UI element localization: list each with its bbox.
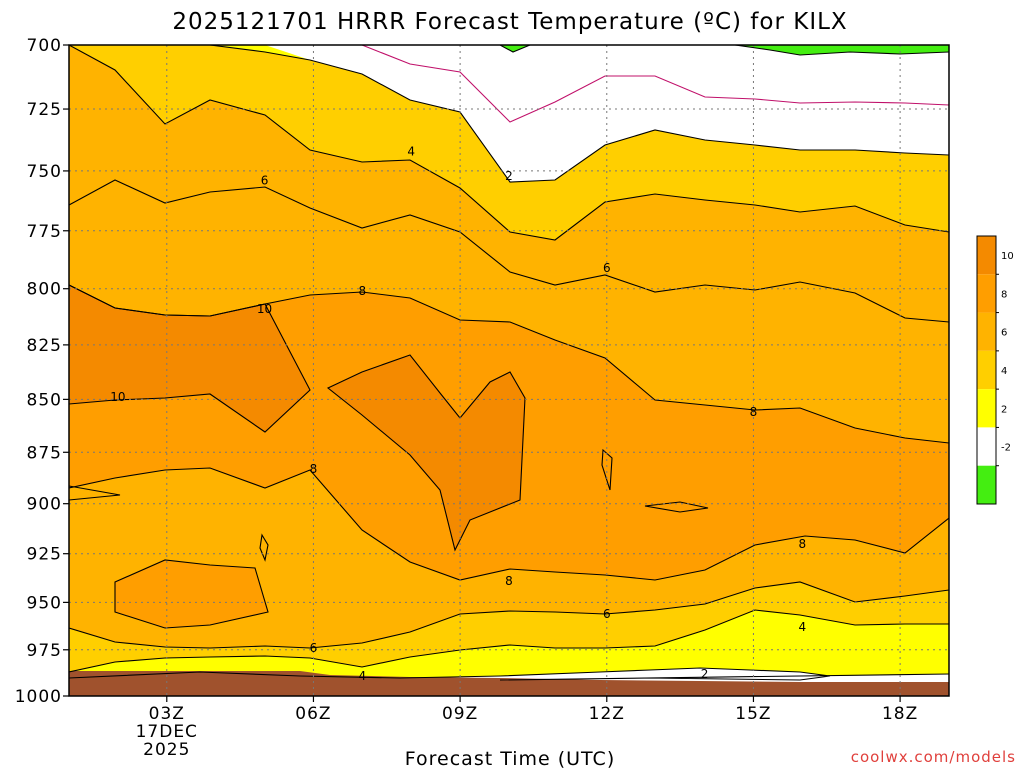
y-tick-label: 975 xyxy=(27,641,62,661)
x-tick-sublabel: 2025 xyxy=(143,740,190,760)
y-tick-label: 725 xyxy=(27,100,62,120)
contour-label: 4 xyxy=(407,144,415,158)
contour-8-small-c xyxy=(644,501,709,513)
contour-label: 10 xyxy=(257,302,272,316)
contour-label: 8 xyxy=(750,405,758,419)
chart-title: 2025121701 HRRR Forecast Temperature (ºC… xyxy=(172,9,847,35)
contour-8-west-notch xyxy=(69,485,121,501)
legend-label: 2 xyxy=(1001,404,1007,415)
contour-6-lower xyxy=(69,581,949,649)
contour-label: 8 xyxy=(310,462,318,476)
contour-8 xyxy=(69,284,949,444)
x-tick-label: 06Z xyxy=(295,704,331,724)
temperature-field xyxy=(69,45,949,696)
contour-label: 2 xyxy=(505,169,513,183)
legend-swatch xyxy=(977,312,996,351)
contour-label: 4 xyxy=(799,620,807,634)
y-tick-label: 750 xyxy=(27,162,62,182)
legend-swatch xyxy=(977,427,996,466)
legend-label: 10 xyxy=(1001,251,1014,262)
contour-8-small-a xyxy=(259,533,269,562)
band-above-10-west xyxy=(69,285,310,432)
contour-4-lower xyxy=(69,609,949,673)
legend-label: 8 xyxy=(1001,289,1007,300)
band-8-10-south-lobe xyxy=(115,560,268,628)
legend-label: 6 xyxy=(1001,328,1007,339)
contour-label: 8 xyxy=(505,574,513,588)
legend-label: -2 xyxy=(1001,443,1011,454)
y-tick-label: 775 xyxy=(27,222,62,242)
legend-frame xyxy=(976,235,997,505)
x-tick-label: 12Z xyxy=(589,704,625,724)
contour-label: 2 xyxy=(701,667,709,681)
legend-swatch xyxy=(977,350,996,390)
band-above-10-center xyxy=(328,355,525,550)
contour-6 xyxy=(69,179,949,323)
legend-swatch xyxy=(977,389,996,428)
x-tick-sublabel: 17DEC xyxy=(136,722,198,742)
contour-8-lower xyxy=(69,467,949,581)
y-tick-label: 800 xyxy=(27,280,62,300)
contour-0 xyxy=(361,45,949,123)
contour-2-lower xyxy=(69,667,949,681)
x-axis-label: Forecast Time (UTC) xyxy=(405,748,615,768)
x-tick-label: 09Z xyxy=(442,704,478,724)
contour-8-lobe xyxy=(114,559,269,629)
x-tick-label: 03Z xyxy=(149,704,185,724)
y-tick-label: 925 xyxy=(27,545,62,565)
y-axis: 700 725 750 775 800 825 850 875 900 925 950 975 1000 xyxy=(15,36,69,707)
grid xyxy=(69,45,949,696)
contour-label: 8 xyxy=(799,537,807,551)
legend-swatch xyxy=(977,236,996,275)
legend-label: 4 xyxy=(1001,366,1007,377)
contour-10-center xyxy=(326,354,526,552)
y-tick-label: 950 xyxy=(27,593,62,613)
y-tick-label: 700 xyxy=(27,36,62,56)
legend-swatch xyxy=(977,274,996,313)
contour-4 xyxy=(69,45,949,241)
contour-label: 6 xyxy=(603,607,611,621)
x-tick-label: 18Z xyxy=(882,704,918,724)
legend-swatch xyxy=(977,465,996,504)
contour-label: 6 xyxy=(603,261,611,275)
credit-link[interactable]: coolwx.com/models xyxy=(851,748,1016,766)
plot-frame xyxy=(68,44,950,697)
y-tick-label: 825 xyxy=(27,336,62,356)
contour-label: 4 xyxy=(359,669,367,683)
contour-8-small-b xyxy=(601,448,613,491)
y-tick-label: 1000 xyxy=(15,687,62,707)
contour-labels: 10 10 8 8 8 8 8 6 6 6 6 4 4 4 2 2 xyxy=(110,144,807,683)
contour-label: 6 xyxy=(261,174,269,188)
contour-2 xyxy=(209,45,949,183)
contour-lines xyxy=(69,45,949,681)
contour-minus2 xyxy=(499,45,949,56)
contour-label: 6 xyxy=(310,641,318,655)
y-tick-label: 900 xyxy=(27,495,62,515)
y-tick-label: 875 xyxy=(27,443,62,463)
contour-label: 8 xyxy=(359,284,367,298)
contour-label: 10 xyxy=(110,390,125,404)
x-tick-label: 15Z xyxy=(735,704,771,724)
color-legend: 10 8 6 4 2 -2 xyxy=(976,235,1014,505)
ground-surface xyxy=(69,671,949,696)
y-tick-label: 850 xyxy=(27,390,62,410)
band-0-2-upper xyxy=(265,45,949,182)
